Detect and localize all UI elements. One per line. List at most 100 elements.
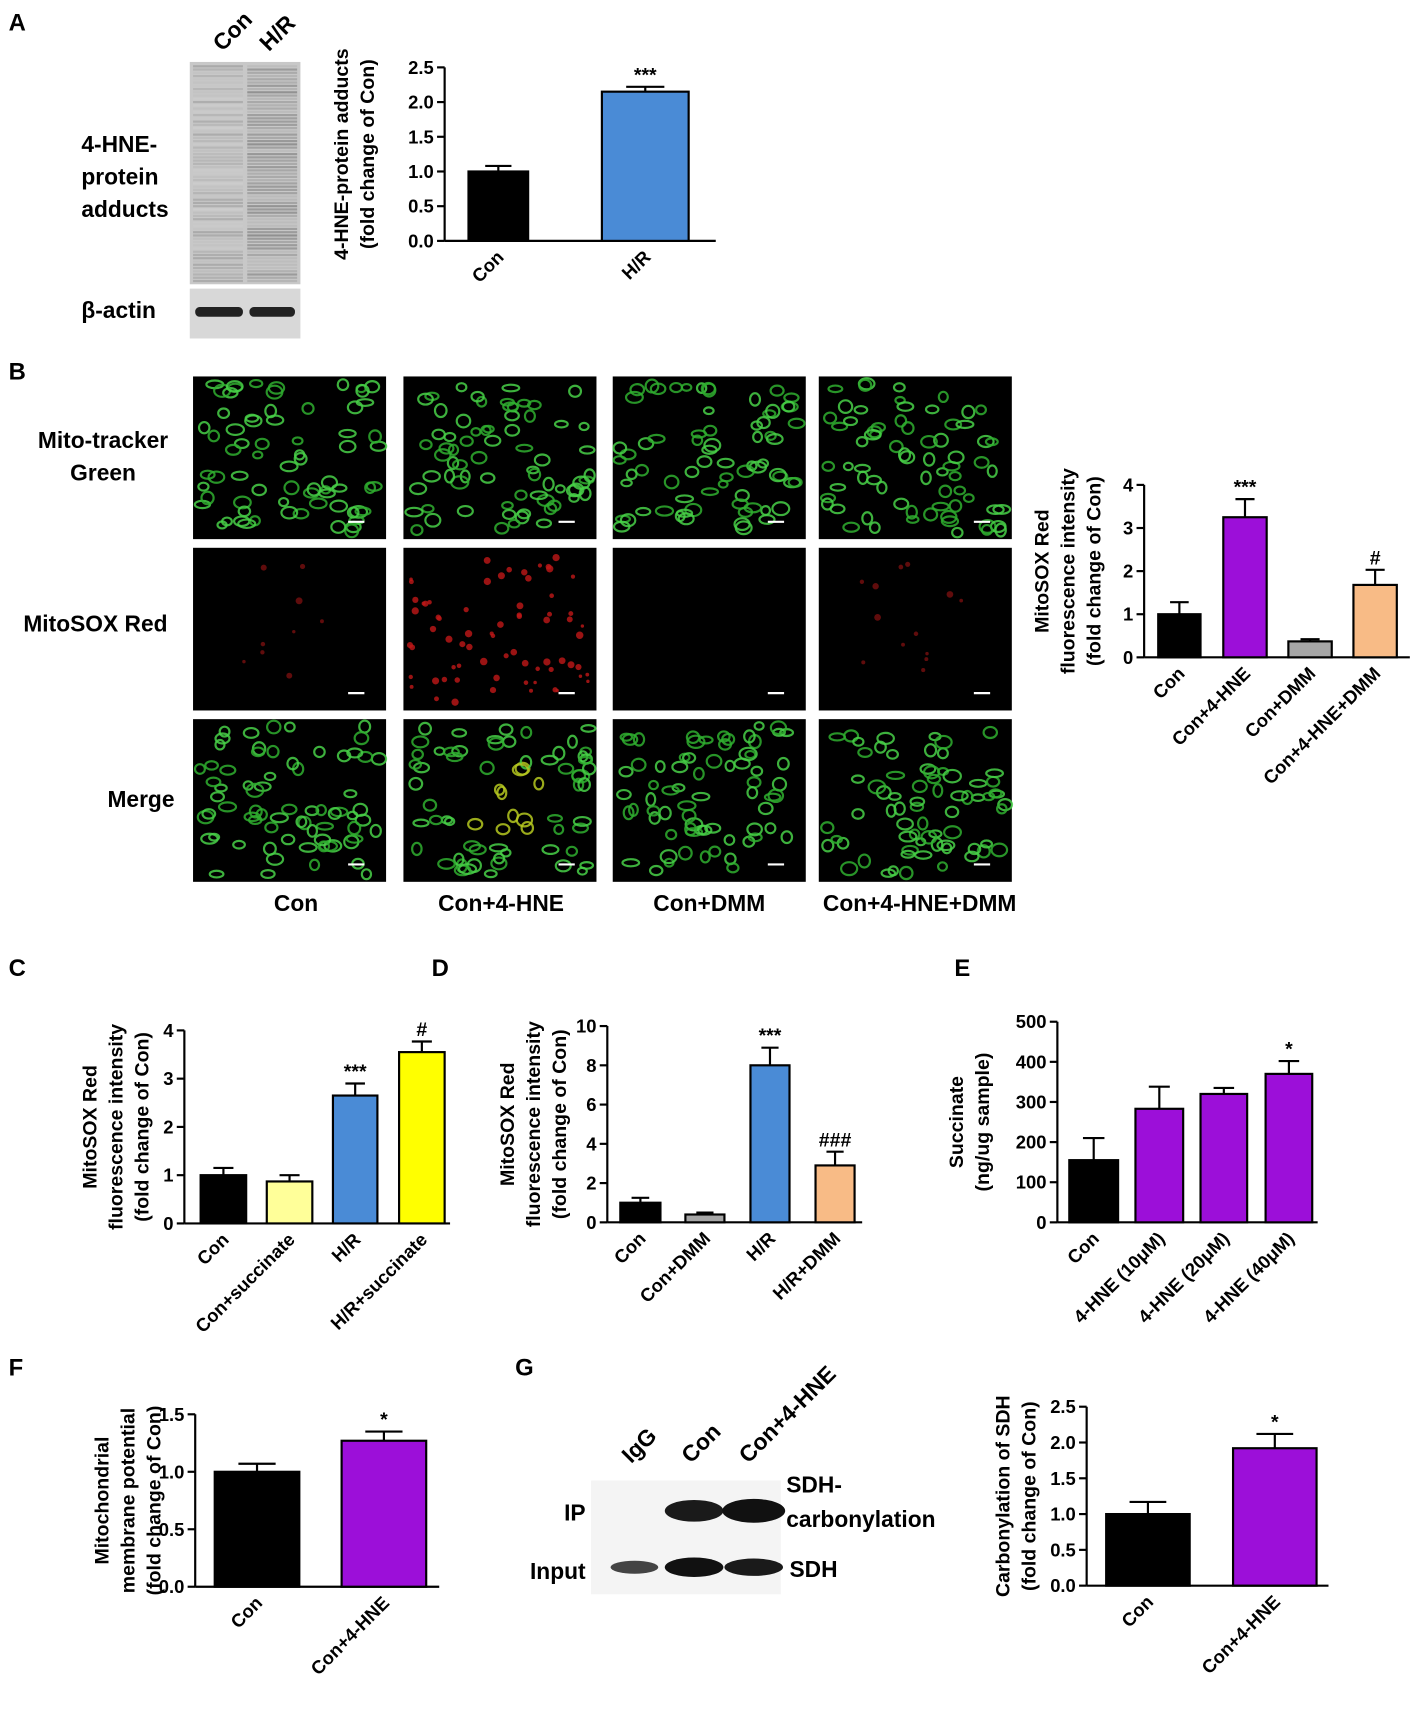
blot-band xyxy=(193,149,243,152)
blot-band xyxy=(664,1499,724,1522)
y-axis-label: MitoSOX Red xyxy=(1032,509,1054,633)
cell xyxy=(684,465,700,479)
cell xyxy=(441,676,448,683)
cell xyxy=(701,382,717,398)
blot-band xyxy=(193,266,243,270)
blot-band xyxy=(247,195,298,198)
cell xyxy=(501,509,517,521)
cell xyxy=(479,657,488,666)
bar xyxy=(1134,1107,1185,1224)
blot-band xyxy=(193,234,243,237)
cell xyxy=(280,803,298,816)
cell xyxy=(648,864,664,877)
cell xyxy=(497,572,505,580)
blot-band xyxy=(247,65,298,68)
cell xyxy=(346,506,360,519)
cell xyxy=(262,841,277,856)
blot-band xyxy=(193,120,243,123)
y-tick-label: 3 xyxy=(1123,518,1133,539)
blot-band xyxy=(193,123,243,126)
cell xyxy=(771,501,791,517)
cell xyxy=(214,732,231,745)
cell xyxy=(876,480,888,495)
cell xyxy=(716,457,735,469)
cell xyxy=(412,818,430,828)
cell xyxy=(493,783,506,796)
cell xyxy=(217,407,231,420)
cell xyxy=(768,467,787,483)
cell xyxy=(821,460,836,472)
cell xyxy=(515,812,534,828)
cell xyxy=(336,378,350,392)
cell xyxy=(819,492,837,504)
blot-band xyxy=(193,192,243,195)
y-tick-label: 1.5 xyxy=(159,1404,185,1425)
cell xyxy=(618,765,634,778)
cell xyxy=(753,721,765,731)
cell xyxy=(932,783,944,798)
cell xyxy=(654,760,666,774)
cell xyxy=(616,788,632,801)
x-tick-label: Con+4-HNE+DMM xyxy=(1259,663,1385,789)
lane-label: H/R xyxy=(254,10,300,56)
blot-band xyxy=(247,234,298,237)
cell xyxy=(975,404,987,416)
blot-band xyxy=(193,218,243,221)
blot-band xyxy=(247,146,298,149)
blot-band xyxy=(193,231,243,234)
cell xyxy=(459,641,466,648)
cell xyxy=(872,583,879,590)
blot-band xyxy=(193,253,243,257)
x-tick-label: H/R+DMM xyxy=(768,1228,844,1304)
blot-band xyxy=(247,104,298,107)
cell xyxy=(892,382,906,393)
cell xyxy=(746,822,763,837)
cell xyxy=(293,452,308,466)
blot-band xyxy=(193,237,243,240)
blot-band xyxy=(193,221,243,224)
cell xyxy=(549,593,554,599)
cell xyxy=(542,476,555,492)
blot-band xyxy=(193,65,243,68)
band-label: carbonylation xyxy=(786,1506,935,1532)
blot-band xyxy=(247,175,298,178)
cell xyxy=(308,858,321,872)
cell xyxy=(218,725,231,738)
y-axis-label: fluorescence intensity xyxy=(523,1021,545,1227)
cell xyxy=(451,698,459,706)
cell xyxy=(764,430,777,441)
cell xyxy=(264,403,278,419)
cell xyxy=(514,489,528,501)
blot-band xyxy=(193,100,243,104)
blot-band xyxy=(247,205,298,208)
cell xyxy=(661,785,680,796)
lane-label: Con+4-HNE xyxy=(733,1360,840,1467)
cell xyxy=(411,841,423,857)
blot-band xyxy=(247,97,298,100)
blot-band xyxy=(193,114,243,117)
blot-band xyxy=(193,130,243,133)
cell xyxy=(572,475,591,491)
blot-band xyxy=(247,136,298,139)
blot-band xyxy=(193,104,243,107)
cell xyxy=(887,791,902,801)
cell xyxy=(885,770,906,781)
cell xyxy=(470,450,488,465)
significance-label: *** xyxy=(759,1025,782,1047)
bar xyxy=(1157,613,1202,659)
cell xyxy=(750,420,764,431)
cell xyxy=(942,768,962,784)
lane-label: Con xyxy=(207,6,257,56)
cell xyxy=(219,764,237,776)
cell xyxy=(252,450,264,460)
cell xyxy=(984,437,999,447)
cell xyxy=(293,449,306,461)
cell xyxy=(409,482,428,496)
column-label: Con xyxy=(274,890,318,916)
cell xyxy=(737,506,754,518)
blot-band xyxy=(247,120,298,123)
panel-letter: E xyxy=(954,955,970,982)
cell xyxy=(412,596,419,603)
cell xyxy=(856,470,869,485)
cell xyxy=(429,625,437,633)
